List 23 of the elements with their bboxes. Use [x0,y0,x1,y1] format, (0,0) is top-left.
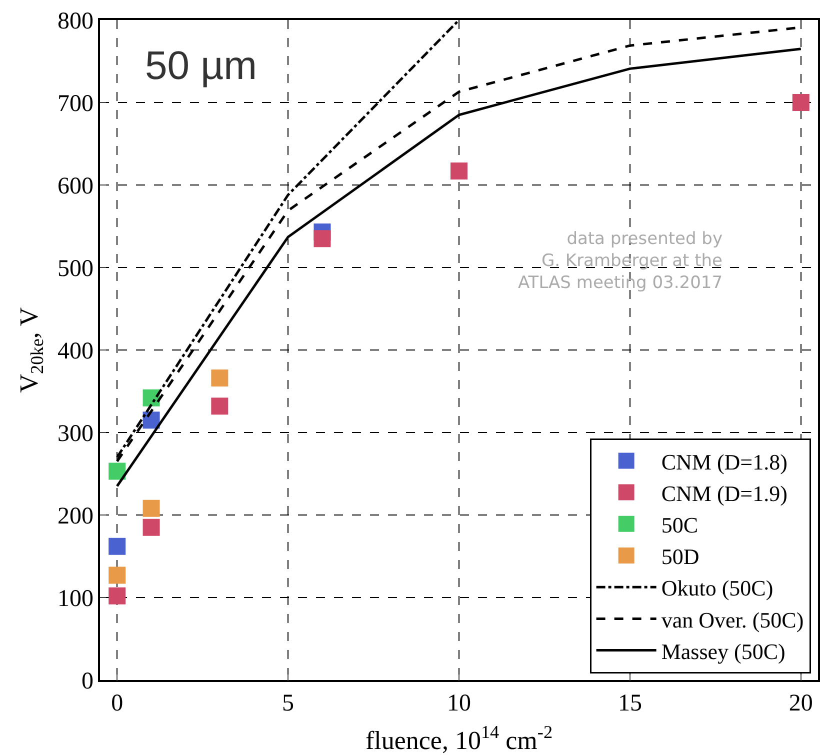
y-tick-label: 600 [57,173,94,200]
legend-label: 50D [661,544,700,570]
legend-label: van Over. (50C) [661,607,804,632]
legend-label: CNM (D=1.8) [661,449,788,474]
x-tick-label: 10 [447,690,471,717]
y-tick-label: 0 [81,668,94,694]
legend-label: Massey (50C) [661,638,786,664]
y-tick-label: 100 [57,586,94,612]
y-tick-label: 500 [57,256,94,282]
y-tick-label: 300 [57,420,94,447]
legend-label: 50C [661,512,698,538]
x-tick-label: 0 [111,690,124,717]
y-tick-label: 200 [57,503,94,530]
x-axis-title: fluence, 10$^{14}$ cm$^{-2}$ [365,722,553,755]
x-tick-label: 5 [282,690,294,717]
annotation: 50 µm [145,44,257,88]
y-tick-label: 400 [57,338,94,364]
y-tick-label: 800 [57,8,94,34]
x-tick-label: 20 [788,690,813,717]
x-tick-label: 15 [618,690,642,717]
legend-label: CNM (D=1.9) [661,480,788,506]
y-tick-label: 700 [57,90,94,117]
legend-label: Okuto (50C) [661,576,774,601]
